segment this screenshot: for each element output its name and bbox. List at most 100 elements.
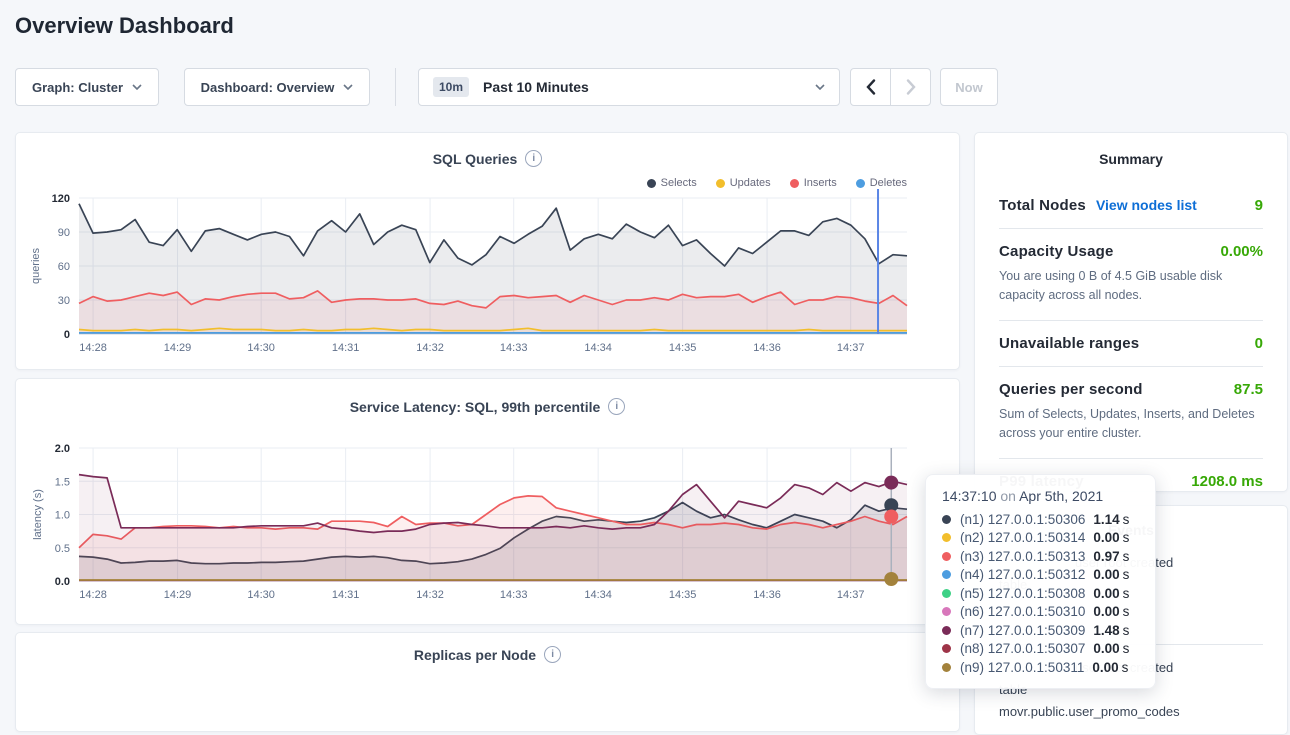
svg-text:30: 30 [58,295,70,307]
svg-text:14:33: 14:33 [500,342,528,354]
time-next-button[interactable] [890,69,930,105]
svg-text:14:30: 14:30 [247,342,275,354]
legend-label: Selects [660,177,697,189]
svg-text:14:37: 14:37 [837,342,865,354]
unavailable-ranges-value: 0 [1254,334,1263,352]
tooltip-value: 0.97 [1093,548,1120,564]
svg-text:14:31: 14:31 [332,342,360,354]
tooltip-unit: s [1122,585,1130,601]
divider [999,457,1263,459]
tooltip-unit: s [1122,567,1130,583]
tooltip-node-label: (n5) 127.0.0.1:50308 [960,585,1086,601]
series-dot-icon [942,607,951,617]
legend-item[interactable]: Deletes [855,177,907,189]
tooltip-row: (n8) 127.0.0.1:50307 0.00 s [942,640,1139,659]
chart-title: Service Latency: SQL, 99th percentile [349,398,601,415]
svg-text:14:34: 14:34 [584,342,612,354]
tooltip-unit: s [1122,604,1130,620]
tooltip-row: (n9) 127.0.0.1:50311 0.00 s [942,658,1139,677]
service-latency-chart-card: Service Latency: SQL, 99th percentile i … [15,378,960,625]
tooltip-node-label: (n7) 127.0.0.1:50309 [960,622,1086,638]
tooltip-node-label: (n1) 127.0.0.1:50306 [960,511,1086,527]
legend-item[interactable]: Inserts [789,177,837,189]
summary-title: Summary [1099,151,1163,167]
tooltip-value: 0.00 [1093,641,1120,657]
series-dot-icon [942,514,951,524]
svg-text:0.0: 0.0 [55,576,70,588]
time-prev-button[interactable] [851,69,890,105]
info-icon[interactable]: i [525,150,543,167]
svg-text:1.5: 1.5 [55,476,70,488]
svg-text:14:31: 14:31 [332,589,360,601]
tooltip-value: 1.14 [1093,511,1120,527]
series-dot-icon [942,588,951,598]
tooltip-node-label: (n9) 127.0.0.1:50311 [960,659,1085,675]
qps-label: Queries per second [999,380,1143,398]
tooltip-unit: s [1122,530,1130,546]
series-dot-icon [942,551,951,561]
toolbar-divider [395,68,396,106]
svg-text:14:30: 14:30 [247,589,275,601]
tooltip-unit: s [1121,659,1129,675]
tooltip-node-label: (n6) 127.0.0.1:50310 [960,604,1086,620]
legend-dot-icon [715,178,725,188]
tooltip-node-label: (n3) 127.0.0.1:50313 [960,548,1086,564]
divider [999,319,1263,321]
tooltip-row: (n7) 127.0.0.1:50309 1.48 s [942,621,1139,640]
dashboard-dropdown[interactable]: Dashboard: Overview [184,68,370,106]
tooltip-preposition: on [1000,488,1016,504]
unavailable-ranges-label: Unavailable ranges [999,334,1140,352]
tooltip-unit: s [1122,548,1130,564]
legend-label: Deletes [869,177,907,189]
time-range-label: Past 10 Minutes [483,79,589,95]
total-nodes-label: Total Nodes [999,197,1086,214]
legend-dot-icon [855,178,865,188]
svg-text:0.5: 0.5 [55,543,70,555]
chart-title: Replicas per Node [413,646,537,663]
series-dot-icon [942,570,951,580]
tooltip-value: 0.00 [1093,530,1120,546]
total-nodes-value: 9 [1254,197,1263,214]
qps-value: 87.5 [1233,380,1263,398]
tooltip-row: (n3) 127.0.0.1:50313 0.97 s [942,547,1139,566]
tooltip-value: 0.00 [1093,604,1120,620]
now-button[interactable]: Now [940,68,998,106]
time-range-dropdown[interactable]: 10m Past 10 Minutes [418,68,840,106]
info-icon[interactable]: i [544,646,562,663]
tooltip-node-label: (n2) 127.0.0.1:50314 [960,530,1086,546]
graph-dropdown-label: Graph: Cluster [31,79,123,95]
series-dot-icon [942,625,951,635]
chart-legend: Selects Updates Inserts Deletes [646,177,907,189]
capacity-usage-label: Capacity Usage [999,243,1114,260]
time-nav-group [850,68,931,106]
series-dot-icon [942,533,951,543]
svg-text:14:28: 14:28 [79,589,107,601]
summary-panel: Summary Total Nodes View nodes list 9 Ca… [974,132,1288,492]
view-nodes-list-link[interactable]: View nodes list [1095,197,1197,213]
graph-dropdown[interactable]: Graph: Cluster [15,68,159,106]
tooltip-row: (n5) 127.0.0.1:50308 0.00 s [942,584,1139,603]
svg-text:14:29: 14:29 [164,589,192,601]
svg-text:14:34: 14:34 [584,589,612,601]
sql-queries-chart[interactable]: 14:28 14:29 14:30 14:31 14:32 14:33 14:34 14:35… [16,133,961,371]
svg-text:2.0: 2.0 [55,443,70,455]
svg-text:14:35: 14:35 [669,342,697,354]
legend-item[interactable]: Selects [646,177,697,189]
chevron-down-icon [132,84,142,90]
svg-text:1.0: 1.0 [55,510,70,522]
capacity-usage-description: You are using 0 B of 4.5 GiB usable disk… [999,269,1223,303]
legend-item[interactable]: Updates [715,177,771,189]
tooltip-value: 1.48 [1093,622,1120,638]
chevron-left-icon [865,79,875,95]
svg-text:14:36: 14:36 [753,589,781,601]
qps-description: Sum of Selects, Updates, Inserts, and De… [999,406,1255,441]
tooltip-unit: s [1122,511,1130,527]
info-icon[interactable]: i [608,398,626,415]
tooltip-date: Apr 5th, 2021 [1019,488,1104,504]
legend-dot-icon [646,178,656,188]
tooltip-unit: s [1122,641,1130,657]
service-latency-chart[interactable]: 14:28 14:29 14:30 14:31 14:32 14:33 14:34 14:35… [16,379,961,626]
svg-text:14:29: 14:29 [164,342,192,354]
svg-text:14:37: 14:37 [837,589,865,601]
replicas-per-node-chart-card: Replicas per Node i [15,632,960,732]
